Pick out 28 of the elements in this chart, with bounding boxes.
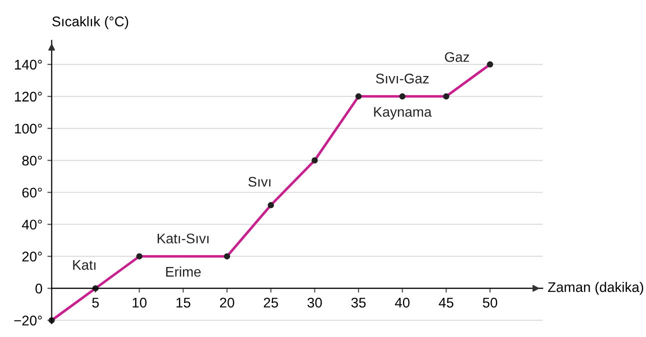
y-axis-title: Sıcaklık (°C) (52, 16, 128, 30)
y-tick-label: 0 (35, 284, 42, 294)
annotation: Katı (73, 260, 96, 270)
y-tick-label: 20° (22, 252, 42, 262)
x-tick-label: 50 (482, 298, 498, 308)
y-tick-label: 100° (14, 124, 42, 134)
y-tick-label: 120° (14, 92, 42, 102)
x-tick-label: 30 (308, 298, 322, 308)
x-tick-label: 45 (438, 298, 454, 308)
x-tick-label: 15 (176, 298, 190, 308)
annotation: Katı-Sıvı (158, 234, 208, 244)
annotation: Gaz (444, 52, 470, 62)
y-tick-label: 80° (22, 156, 42, 166)
y-tick-label: 40° (22, 220, 42, 230)
x-axis-title: Zaman (dakika) (548, 282, 644, 295)
x-tick-label: 20 (220, 298, 234, 308)
annotation: Kaynama (374, 107, 432, 120)
y-tick-label: −20° (14, 316, 42, 326)
x-tick-label: 25 (264, 298, 278, 308)
x-tick-label: 5 (92, 298, 99, 308)
x-tick-label: 35 (351, 298, 366, 308)
annotation: Sıvı (248, 176, 270, 187)
y-tick-label: 140° (14, 60, 42, 70)
x-tick-label: 10 (132, 298, 147, 308)
annotation: Erime (166, 266, 201, 277)
y-tick-label: 60° (22, 188, 42, 198)
annotation: Sıvı-Gaz (376, 74, 429, 84)
x-tick-label: 40 (394, 298, 410, 308)
